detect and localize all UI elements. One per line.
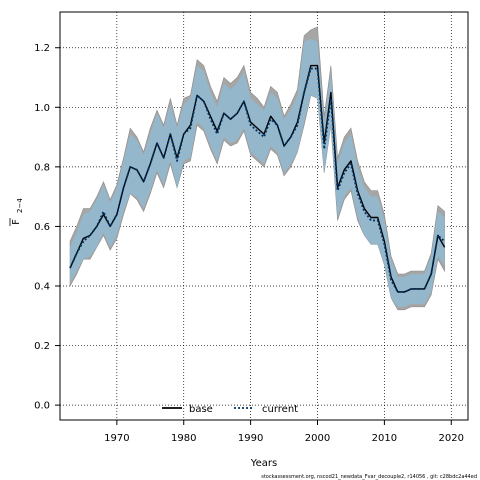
x-tick-label: 2000 <box>305 433 330 444</box>
y-tick-label: 0.6 <box>34 222 50 233</box>
y-tick-label: 0.8 <box>34 162 50 173</box>
plot-frame <box>59 11 469 421</box>
x-tick-label: 2010 <box>372 433 397 444</box>
line-current <box>69 67 446 293</box>
x-tick-label: 1990 <box>238 433 263 444</box>
confidence-bands <box>69 26 445 311</box>
y-axis-title-main: F <box>11 219 22 225</box>
band-current <box>70 38 445 307</box>
legend-label-current: current <box>262 404 298 415</box>
caption: stockassessment.org, nscod21_newdata_Fva… <box>261 474 477 480</box>
x-tick-label: 2020 <box>439 433 464 444</box>
x-tick-label: 1980 <box>171 433 196 444</box>
y-axis-title-subscript: 2−4 <box>16 198 24 213</box>
grid-lines <box>60 12 468 420</box>
y-tick-label: 1.2 <box>34 43 50 54</box>
y-tick-label: 1.0 <box>34 103 50 114</box>
legend: base current <box>162 404 298 415</box>
y-axis: 0.0 0.2 0.4 0.6 0.8 1.0 1.2 <box>34 43 60 412</box>
y-tick-label: 0.4 <box>34 281 50 292</box>
y-tick-label: 0.2 <box>34 341 50 352</box>
x-axis: 1970 1980 1990 2000 2010 2020 <box>104 420 464 444</box>
y-tick-label: 0.0 <box>34 401 50 412</box>
y-axis-title: F 2−4 <box>9 198 24 226</box>
x-axis-title: Years <box>250 458 277 469</box>
series-lines <box>69 64 446 293</box>
x-tick-label: 1970 <box>104 433 129 444</box>
legend-label-base: base <box>189 404 213 415</box>
